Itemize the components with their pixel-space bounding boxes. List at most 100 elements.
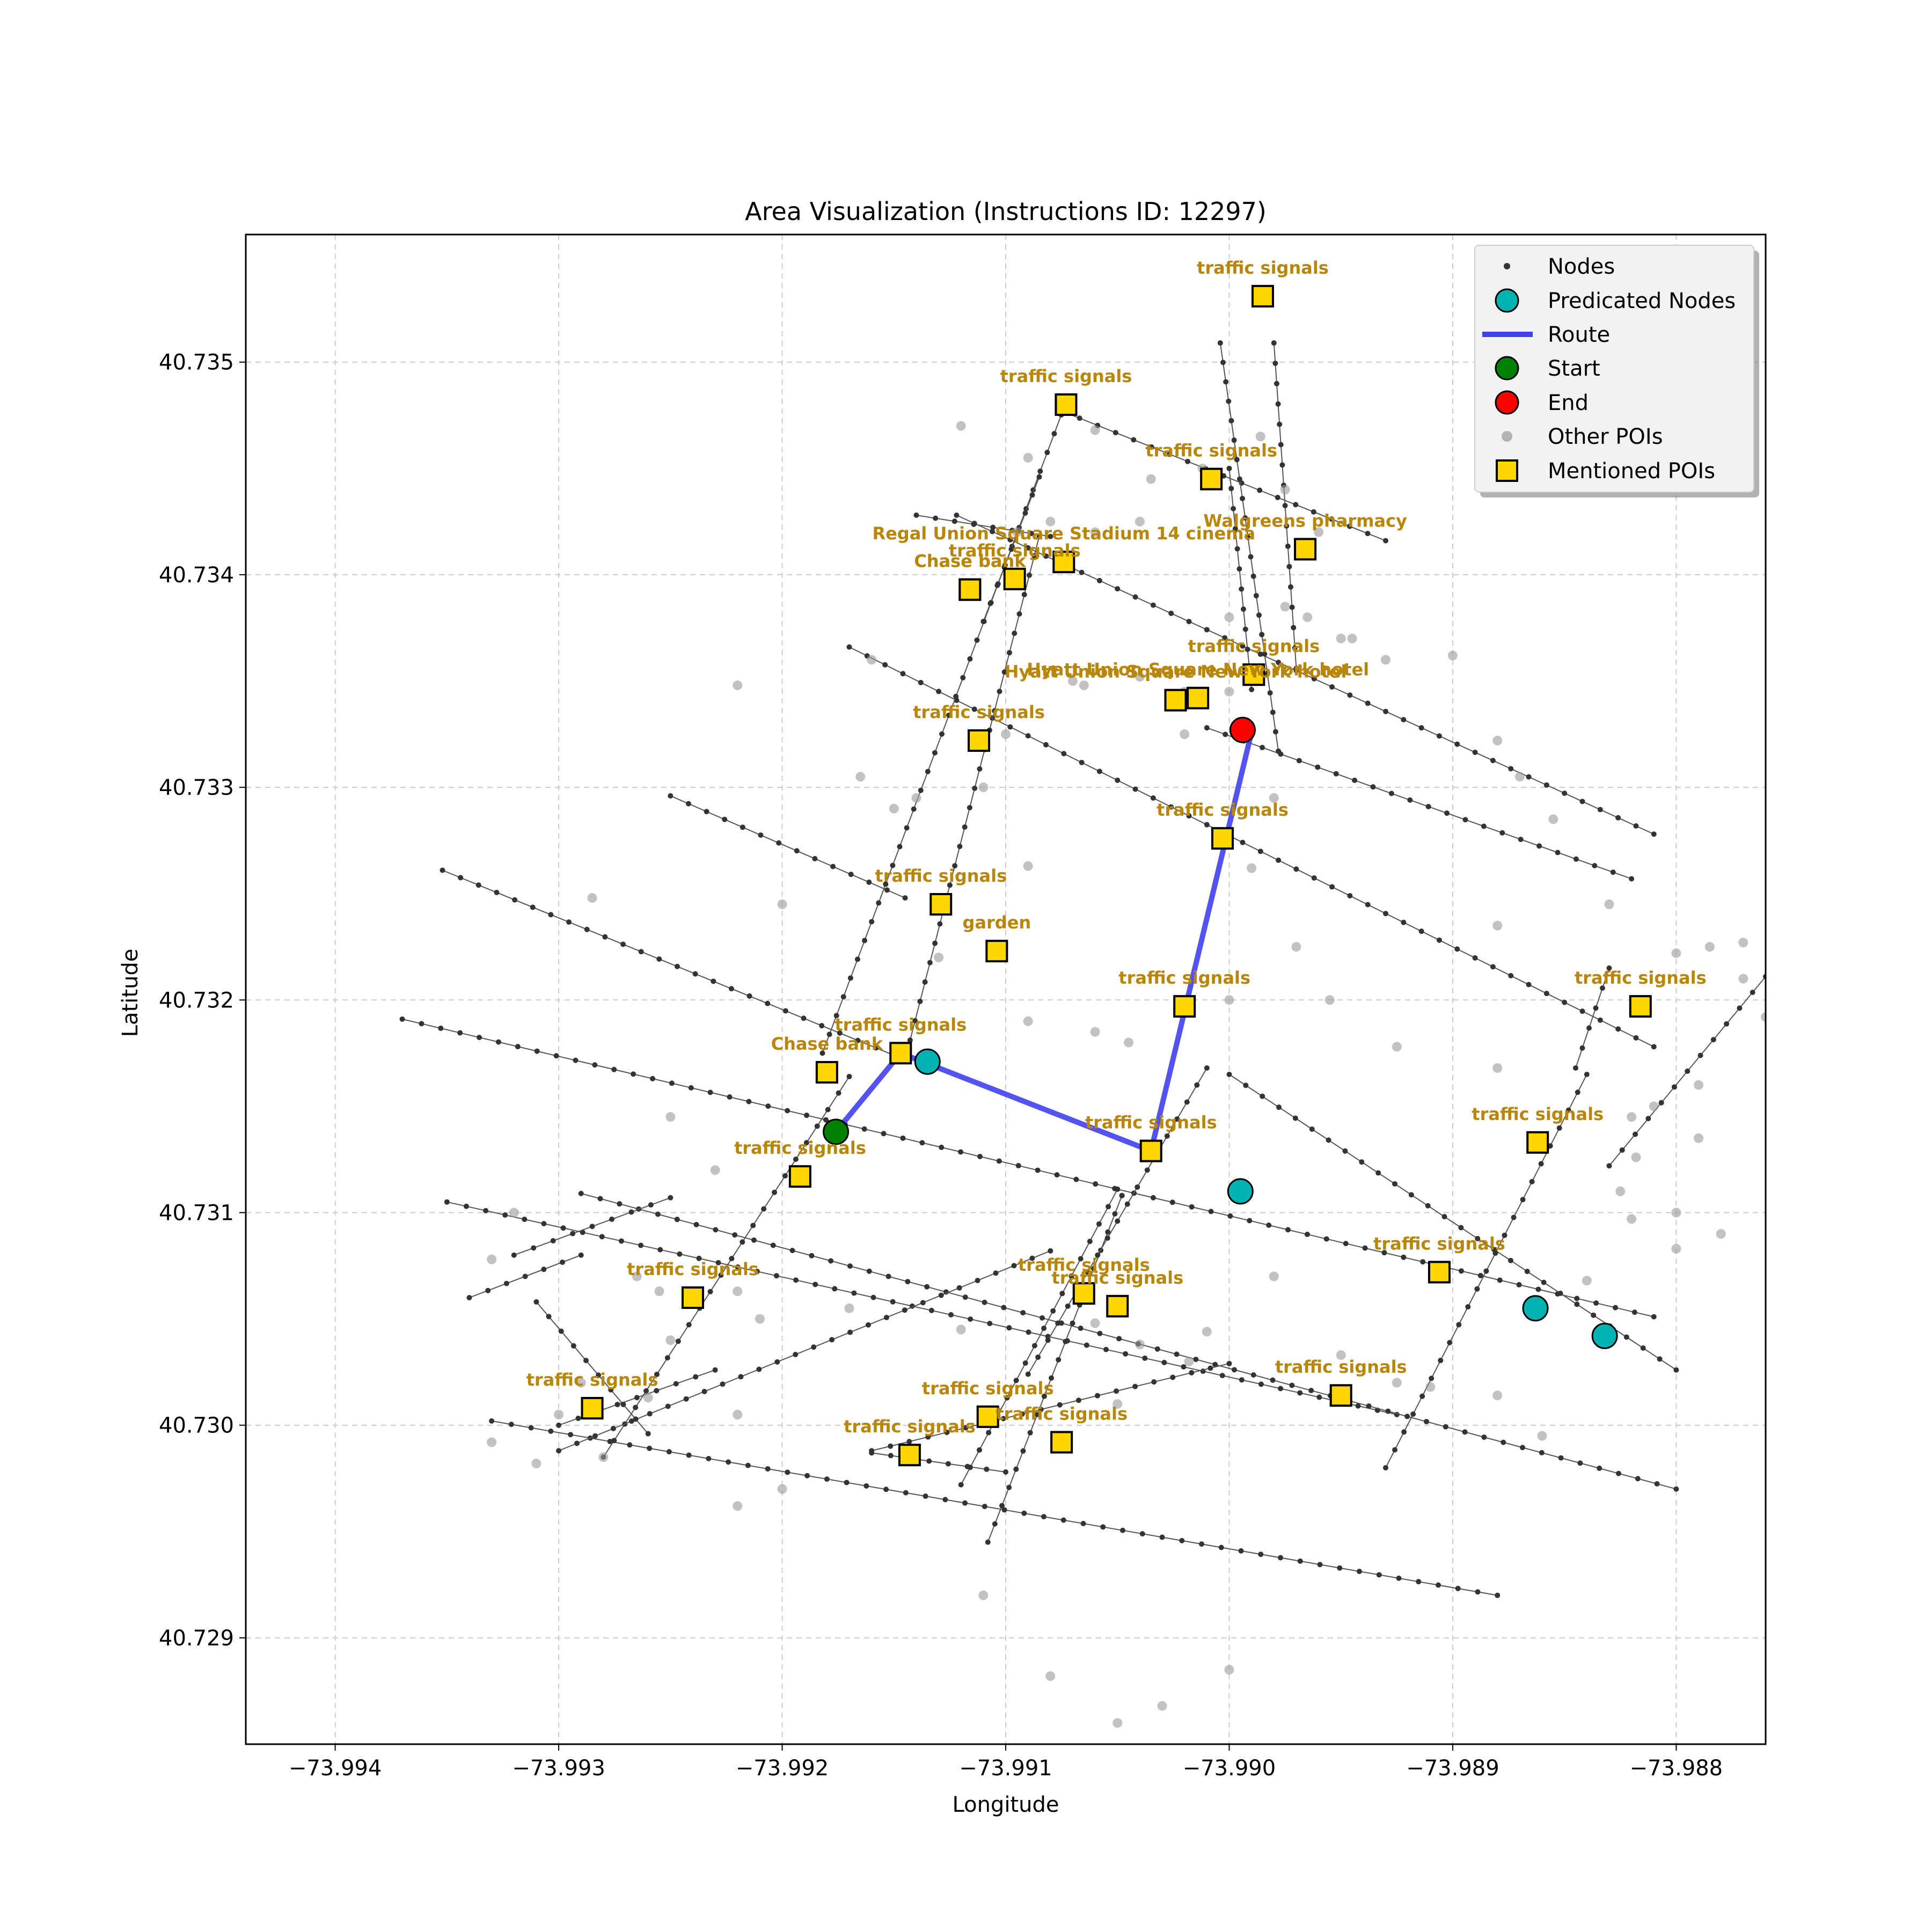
street-node — [1245, 535, 1251, 540]
street-node — [897, 844, 903, 850]
street-node — [888, 1453, 894, 1459]
mentioned-poi-label: traffic signals — [1472, 1104, 1604, 1124]
street-node — [954, 512, 960, 518]
street-node — [1635, 1476, 1641, 1482]
other-poi — [1135, 1340, 1145, 1350]
other-poi — [1324, 995, 1335, 1005]
other-poi — [1738, 938, 1748, 948]
street-node — [1035, 1167, 1041, 1173]
other-poi — [855, 772, 866, 782]
street-node — [1007, 724, 1013, 730]
street-node — [713, 1227, 719, 1233]
other-poi — [587, 893, 597, 903]
street-segment — [849, 646, 1655, 1048]
street-node — [578, 1190, 584, 1196]
legend-route-label: Route — [1548, 323, 1610, 347]
street-node — [809, 1253, 815, 1258]
other-poi — [889, 803, 899, 814]
street-node — [1536, 843, 1542, 849]
street-node — [1375, 1170, 1381, 1176]
mentioned-poi-marker — [815, 1061, 838, 1084]
street-node — [740, 824, 745, 830]
street-node — [683, 1396, 689, 1402]
street-node — [904, 825, 910, 831]
other-poi — [733, 1409, 743, 1419]
mentioned-poi-label: traffic signals — [1575, 968, 1707, 988]
street-node — [668, 1195, 674, 1201]
street-node — [990, 529, 996, 535]
street-node — [1250, 573, 1256, 579]
street-node — [1346, 523, 1352, 529]
other-poi — [554, 1409, 564, 1419]
other-poi — [1392, 1042, 1402, 1052]
street-node — [1362, 1245, 1368, 1251]
street-node — [1465, 1304, 1471, 1310]
y-tick-label: 40.735 — [159, 350, 234, 375]
street-node — [925, 769, 931, 774]
street-node — [1131, 437, 1137, 443]
other-poi — [1001, 729, 1011, 740]
other-poi — [531, 1459, 541, 1469]
other-poi — [1694, 1133, 1704, 1143]
street-node — [982, 1504, 987, 1510]
street-node — [568, 1432, 574, 1438]
street-node — [1097, 1330, 1103, 1336]
street-node — [592, 1433, 598, 1439]
other-poi — [1347, 633, 1357, 643]
street-node — [803, 1140, 809, 1146]
street-node — [706, 1455, 712, 1461]
mentioned-poi-marker — [1428, 1261, 1451, 1284]
street-node — [1502, 1232, 1507, 1238]
street-node — [1044, 450, 1050, 456]
mentioned-poi-marker — [1052, 551, 1075, 574]
other-poi — [665, 1112, 676, 1122]
street-node — [647, 1445, 653, 1451]
street-node — [980, 619, 986, 625]
street-node — [890, 862, 896, 868]
street-node — [1270, 709, 1276, 715]
street-node — [1454, 946, 1460, 952]
other-poi — [1582, 1276, 1592, 1286]
other-poi — [1537, 1431, 1547, 1441]
other-poi — [1090, 1027, 1100, 1037]
street-node — [1275, 494, 1280, 500]
mentioned-pois-layer — [581, 284, 1652, 1467]
street-node — [1027, 1430, 1033, 1436]
street-node — [1120, 1527, 1126, 1533]
street-node — [906, 1439, 912, 1445]
other-poi — [867, 655, 877, 665]
street-node — [1199, 1541, 1205, 1547]
other-poi — [1023, 861, 1033, 871]
street-node — [869, 1448, 875, 1454]
street-node — [1507, 1257, 1513, 1263]
street-node — [647, 1411, 653, 1417]
street-node — [1124, 1201, 1130, 1207]
x-axis-label: Longitude — [953, 1792, 1059, 1817]
street-node — [740, 1239, 745, 1245]
street-node — [1006, 1484, 1012, 1490]
street-node — [1238, 1548, 1244, 1554]
street-node — [541, 1221, 547, 1227]
street-node — [722, 816, 728, 822]
street-node — [883, 881, 889, 887]
street-node — [1008, 546, 1014, 552]
street-node — [1220, 360, 1226, 365]
street-node — [575, 1415, 581, 1421]
street-node — [1170, 1374, 1176, 1380]
street-node — [1579, 799, 1585, 804]
street-node — [1323, 1236, 1329, 1242]
street-node — [1483, 1268, 1489, 1274]
street-node — [1161, 1359, 1167, 1365]
street-node — [589, 1224, 595, 1230]
street-node — [840, 994, 846, 1000]
street-node — [1359, 1159, 1365, 1165]
street-node — [855, 1037, 861, 1043]
mentioned-poi-marker — [1050, 1431, 1073, 1454]
street-node — [1132, 786, 1138, 792]
mentioned-poi-label: traffic signals — [1118, 968, 1250, 988]
street-node — [1212, 1362, 1218, 1367]
street-node — [610, 1425, 616, 1431]
street-node — [1293, 502, 1299, 508]
mentioned-poi-label: traffic signals — [734, 1138, 866, 1158]
mentioned-poi-label: traffic signals — [1085, 1113, 1217, 1133]
